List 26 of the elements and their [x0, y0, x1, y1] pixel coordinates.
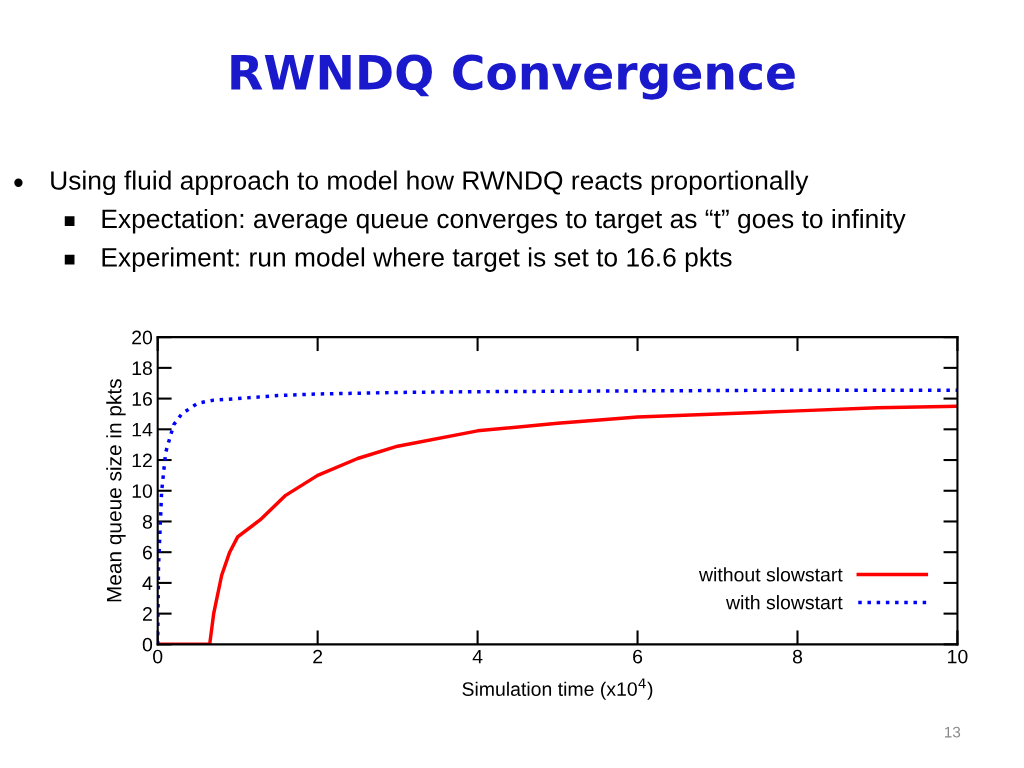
- y-tick-label: 16: [132, 392, 152, 406]
- text: 13: [944, 726, 961, 738]
- x-tick-label: 8: [792, 649, 803, 664]
- chart-title: RWNDQ Convergence: [231, 54, 795, 100]
- y-tick-label: 2: [143, 607, 152, 621]
- text: Using fluid approach to model how RWNDQ reacts proportionally: [51, 170, 809, 196]
- x-tick-label: 10: [948, 649, 968, 664]
- x-tick-label: 6: [633, 649, 643, 664]
- y-tick-label: 4: [142, 576, 153, 590]
- x-tick-label: 2: [313, 649, 323, 664]
- text: Experiment: run model where target is set to 16.6 pkts: [102, 247, 732, 272]
- x-tick-label: 4: [472, 649, 483, 664]
- y-tick-label: 20: [132, 330, 153, 345]
- y-tick-label: 12: [132, 453, 152, 468]
- x-tick-label: 0: [153, 649, 163, 664]
- y-tick-label: 6: [143, 545, 152, 560]
- y-tick-label: 8: [142, 514, 152, 529]
- legend-label: without slowstart: [698, 567, 843, 582]
- x-axis-title: Simulation time (x10$^{4}$): [462, 678, 653, 700]
- text: Expectation: average queue converges to target as “t” goes to infinity: [102, 208, 906, 234]
- y-tick-label: 14: [132, 422, 153, 437]
- y-axis-title: Mean queue size in pkts: [106, 379, 126, 602]
- legend-label: with slowstart: [726, 595, 843, 610]
- y-tick-label: 0: [142, 637, 153, 652]
- y-tick-label: 18: [132, 361, 152, 376]
- y-tick-label: 10: [132, 484, 153, 498]
